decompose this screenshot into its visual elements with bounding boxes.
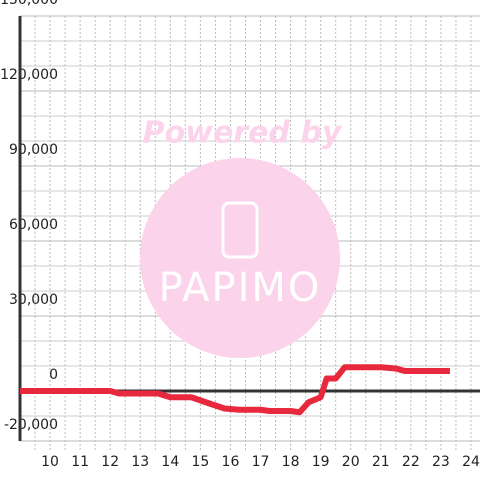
x-tick-label: 23	[432, 454, 450, 470]
x-tick-label: 21	[372, 454, 390, 470]
x-tick-label: 20	[342, 454, 360, 470]
y-tick-label: -20,000	[4, 417, 58, 433]
x-tick-label: 17	[252, 454, 270, 470]
y-tick-label: 150,000	[0, 0, 58, 8]
x-tick-label: 24	[462, 454, 480, 470]
x-tick-label: 18	[282, 454, 300, 470]
x-tick-label: 12	[101, 454, 119, 470]
y-tick-label: 0	[49, 367, 58, 383]
x-tick-label: 11	[71, 454, 89, 470]
x-tick-label: 16	[222, 454, 240, 470]
y-tick-label: 120,000	[0, 67, 58, 83]
y-tick-label: 60,000	[9, 217, 58, 233]
x-tick-label: 19	[312, 454, 330, 470]
watermark-phone	[221, 201, 259, 259]
x-tick-label: 15	[191, 454, 209, 470]
y-tick-label: 90,000	[9, 142, 58, 158]
watermark-brand: PAPIMO	[159, 265, 322, 311]
data-line	[20, 364, 450, 416]
x-tick-label: 14	[161, 454, 179, 470]
y-tick-label: 30,000	[9, 292, 58, 308]
x-tick-label: 10	[41, 454, 59, 470]
watermark-title: Powered by	[143, 116, 343, 151]
x-tick-label: 22	[402, 454, 420, 470]
x-tick-label: 13	[131, 454, 149, 470]
